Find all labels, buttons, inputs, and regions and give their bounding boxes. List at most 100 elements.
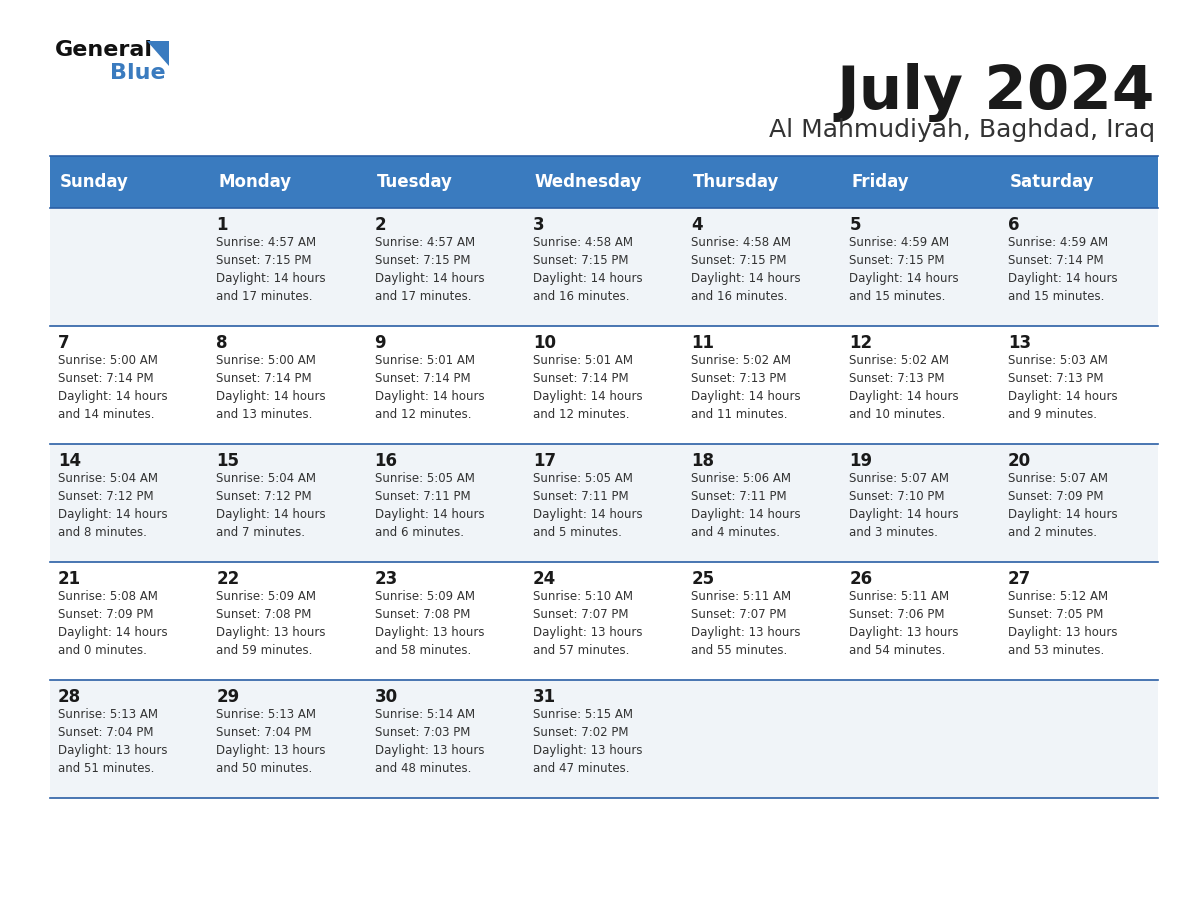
Text: 14: 14	[58, 452, 81, 470]
Text: 12: 12	[849, 334, 872, 352]
Text: 30: 30	[374, 688, 398, 706]
Text: 16: 16	[374, 452, 398, 470]
Text: 4: 4	[691, 216, 703, 234]
Bar	[525, 444, 683, 562]
Bar	[50, 680, 208, 798]
Text: 1: 1	[216, 216, 228, 234]
Text: 27: 27	[1007, 570, 1031, 588]
Text: Sunrise: 4:57 AM
Sunset: 7:15 PM
Daylight: 14 hours
and 17 minutes.: Sunrise: 4:57 AM Sunset: 7:15 PM Dayligh…	[216, 236, 326, 303]
Text: Sunrise: 5:04 AM
Sunset: 7:12 PM
Daylight: 14 hours
and 8 minutes.: Sunrise: 5:04 AM Sunset: 7:12 PM Dayligh…	[58, 472, 168, 539]
Text: Monday: Monday	[219, 173, 291, 191]
Bar	[683, 156, 841, 208]
Text: General: General	[55, 40, 153, 60]
Text: Sunrise: 5:05 AM
Sunset: 7:11 PM
Daylight: 14 hours
and 5 minutes.: Sunrise: 5:05 AM Sunset: 7:11 PM Dayligh…	[533, 472, 643, 539]
Polygon shape	[147, 41, 169, 66]
Text: 18: 18	[691, 452, 714, 470]
Text: 10: 10	[533, 334, 556, 352]
Bar	[683, 444, 841, 562]
Text: 28: 28	[58, 688, 81, 706]
Bar	[367, 562, 525, 680]
Bar	[367, 444, 525, 562]
Text: Sunrise: 4:59 AM
Sunset: 7:14 PM
Daylight: 14 hours
and 15 minutes.: Sunrise: 4:59 AM Sunset: 7:14 PM Dayligh…	[1007, 236, 1118, 303]
Bar	[208, 208, 367, 326]
Bar	[525, 208, 683, 326]
Text: 13: 13	[1007, 334, 1031, 352]
Text: July 2024: July 2024	[836, 63, 1155, 122]
Bar	[841, 326, 1000, 444]
Text: 24: 24	[533, 570, 556, 588]
Text: Sunrise: 5:05 AM
Sunset: 7:11 PM
Daylight: 14 hours
and 6 minutes.: Sunrise: 5:05 AM Sunset: 7:11 PM Dayligh…	[374, 472, 485, 539]
Text: 31: 31	[533, 688, 556, 706]
Bar	[841, 208, 1000, 326]
Text: Sunrise: 5:01 AM
Sunset: 7:14 PM
Daylight: 14 hours
and 12 minutes.: Sunrise: 5:01 AM Sunset: 7:14 PM Dayligh…	[533, 354, 643, 421]
Text: Saturday: Saturday	[1010, 173, 1094, 191]
Bar	[525, 680, 683, 798]
Text: Tuesday: Tuesday	[377, 173, 453, 191]
Text: Sunrise: 4:58 AM
Sunset: 7:15 PM
Daylight: 14 hours
and 16 minutes.: Sunrise: 4:58 AM Sunset: 7:15 PM Dayligh…	[691, 236, 801, 303]
Bar	[208, 680, 367, 798]
Bar	[683, 680, 841, 798]
Bar	[683, 562, 841, 680]
Bar	[683, 326, 841, 444]
Bar	[683, 208, 841, 326]
Text: Thursday: Thursday	[693, 173, 779, 191]
Bar	[1000, 444, 1158, 562]
Text: 8: 8	[216, 334, 228, 352]
Text: Sunrise: 5:02 AM
Sunset: 7:13 PM
Daylight: 14 hours
and 11 minutes.: Sunrise: 5:02 AM Sunset: 7:13 PM Dayligh…	[691, 354, 801, 421]
Bar	[50, 208, 208, 326]
Bar	[525, 562, 683, 680]
Text: Sunrise: 5:01 AM
Sunset: 7:14 PM
Daylight: 14 hours
and 12 minutes.: Sunrise: 5:01 AM Sunset: 7:14 PM Dayligh…	[374, 354, 485, 421]
Bar	[525, 326, 683, 444]
Text: Sunrise: 4:58 AM
Sunset: 7:15 PM
Daylight: 14 hours
and 16 minutes.: Sunrise: 4:58 AM Sunset: 7:15 PM Dayligh…	[533, 236, 643, 303]
Text: 23: 23	[374, 570, 398, 588]
Text: 2: 2	[374, 216, 386, 234]
Bar	[208, 156, 367, 208]
Text: Sunrise: 5:11 AM
Sunset: 7:07 PM
Daylight: 13 hours
and 55 minutes.: Sunrise: 5:11 AM Sunset: 7:07 PM Dayligh…	[691, 590, 801, 657]
Text: Sunrise: 5:07 AM
Sunset: 7:09 PM
Daylight: 14 hours
and 2 minutes.: Sunrise: 5:07 AM Sunset: 7:09 PM Dayligh…	[1007, 472, 1118, 539]
Text: Blue: Blue	[110, 63, 165, 83]
Text: 15: 15	[216, 452, 239, 470]
Text: Sunrise: 5:13 AM
Sunset: 7:04 PM
Daylight: 13 hours
and 50 minutes.: Sunrise: 5:13 AM Sunset: 7:04 PM Dayligh…	[216, 708, 326, 775]
Text: 11: 11	[691, 334, 714, 352]
Text: Al Mahmudiyah, Baghdad, Iraq: Al Mahmudiyah, Baghdad, Iraq	[769, 118, 1155, 142]
Bar	[367, 680, 525, 798]
Bar	[50, 156, 208, 208]
Bar	[841, 156, 1000, 208]
Text: Sunrise: 5:06 AM
Sunset: 7:11 PM
Daylight: 14 hours
and 4 minutes.: Sunrise: 5:06 AM Sunset: 7:11 PM Dayligh…	[691, 472, 801, 539]
Bar	[1000, 562, 1158, 680]
Text: 17: 17	[533, 452, 556, 470]
Bar	[208, 562, 367, 680]
Text: Sunrise: 5:13 AM
Sunset: 7:04 PM
Daylight: 13 hours
and 51 minutes.: Sunrise: 5:13 AM Sunset: 7:04 PM Dayligh…	[58, 708, 168, 775]
Text: 6: 6	[1007, 216, 1019, 234]
Bar	[841, 680, 1000, 798]
Text: 3: 3	[533, 216, 544, 234]
Text: Sunrise: 5:11 AM
Sunset: 7:06 PM
Daylight: 13 hours
and 54 minutes.: Sunrise: 5:11 AM Sunset: 7:06 PM Dayligh…	[849, 590, 959, 657]
Text: Sunrise: 5:02 AM
Sunset: 7:13 PM
Daylight: 14 hours
and 10 minutes.: Sunrise: 5:02 AM Sunset: 7:13 PM Dayligh…	[849, 354, 959, 421]
Text: 25: 25	[691, 570, 714, 588]
Text: 9: 9	[374, 334, 386, 352]
Text: Sunrise: 4:59 AM
Sunset: 7:15 PM
Daylight: 14 hours
and 15 minutes.: Sunrise: 4:59 AM Sunset: 7:15 PM Dayligh…	[849, 236, 959, 303]
Text: 19: 19	[849, 452, 872, 470]
Bar	[208, 444, 367, 562]
Text: 29: 29	[216, 688, 240, 706]
Bar	[367, 208, 525, 326]
Bar	[367, 326, 525, 444]
Text: 26: 26	[849, 570, 872, 588]
Text: Sunrise: 5:03 AM
Sunset: 7:13 PM
Daylight: 14 hours
and 9 minutes.: Sunrise: 5:03 AM Sunset: 7:13 PM Dayligh…	[1007, 354, 1118, 421]
Text: Sunrise: 5:08 AM
Sunset: 7:09 PM
Daylight: 14 hours
and 0 minutes.: Sunrise: 5:08 AM Sunset: 7:09 PM Dayligh…	[58, 590, 168, 657]
Bar	[50, 326, 208, 444]
Text: Sunrise: 4:57 AM
Sunset: 7:15 PM
Daylight: 14 hours
and 17 minutes.: Sunrise: 4:57 AM Sunset: 7:15 PM Dayligh…	[374, 236, 485, 303]
Text: 22: 22	[216, 570, 240, 588]
Text: Sunrise: 5:04 AM
Sunset: 7:12 PM
Daylight: 14 hours
and 7 minutes.: Sunrise: 5:04 AM Sunset: 7:12 PM Dayligh…	[216, 472, 326, 539]
Bar	[367, 156, 525, 208]
Bar	[1000, 156, 1158, 208]
Text: Sunrise: 5:00 AM
Sunset: 7:14 PM
Daylight: 14 hours
and 13 minutes.: Sunrise: 5:00 AM Sunset: 7:14 PM Dayligh…	[216, 354, 326, 421]
Bar	[1000, 208, 1158, 326]
Bar	[525, 156, 683, 208]
Bar	[50, 562, 208, 680]
Text: Sunrise: 5:00 AM
Sunset: 7:14 PM
Daylight: 14 hours
and 14 minutes.: Sunrise: 5:00 AM Sunset: 7:14 PM Dayligh…	[58, 354, 168, 421]
Text: 7: 7	[58, 334, 70, 352]
Bar	[50, 444, 208, 562]
Bar	[841, 444, 1000, 562]
Text: Sunrise: 5:10 AM
Sunset: 7:07 PM
Daylight: 13 hours
and 57 minutes.: Sunrise: 5:10 AM Sunset: 7:07 PM Dayligh…	[533, 590, 643, 657]
